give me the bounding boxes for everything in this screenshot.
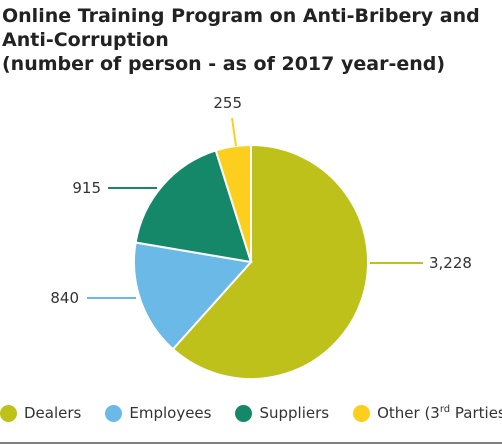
chart-title: Online Training Program on Anti-Bribery … [2,4,498,76]
legend-label-suppliers: Suppliers [259,404,330,422]
leader-line-other [231,117,237,147]
pie-slice-employees [133,241,253,351]
legend-label-other-tail: Parties) [454,404,502,422]
legend-label-other: Other (3rd Parties) [377,404,502,422]
chart-title-line-1: Online Training Program on Anti-Bribery … [2,5,480,27]
chart-title-line-3: (number of person - as of 2017 year-end) [2,53,446,75]
pie-slice-suppliers [134,149,253,264]
data-label-suppliers: 915 [72,179,101,197]
legend-label-employees: Employees [129,404,212,422]
data-label-other: 255 [213,94,242,112]
data-label-employees: 840 [50,289,79,307]
legend-swatch-other [353,404,371,422]
legend-item-dealers: Dealers [0,404,81,422]
bottom-divider [0,442,502,444]
pie-chart: 3,228 840 915 255 [50,94,472,380]
legend-swatch-suppliers [235,404,253,422]
legend-label-dealers: Dealers [24,404,82,422]
pie-slice-dealers [171,143,369,380]
legend-item-other: Other (3rd Parties) [353,404,502,422]
legend-item-suppliers: Suppliers [235,404,329,422]
chart-title-line-2: Anti-Corruption [2,29,169,51]
legend-label-other-sup: rd [439,404,451,415]
pie-slice-other [214,143,252,263]
legend-item-employees: Employees [105,404,211,422]
legend-swatch-dealers [0,404,17,422]
chart-legend: Dealers Employees Suppliers Other (3rd P… [0,401,502,425]
legend-label-other-main: Other (3 [377,404,440,422]
data-label-dealers: 3,228 [429,254,472,272]
legend-swatch-employees [105,404,123,422]
